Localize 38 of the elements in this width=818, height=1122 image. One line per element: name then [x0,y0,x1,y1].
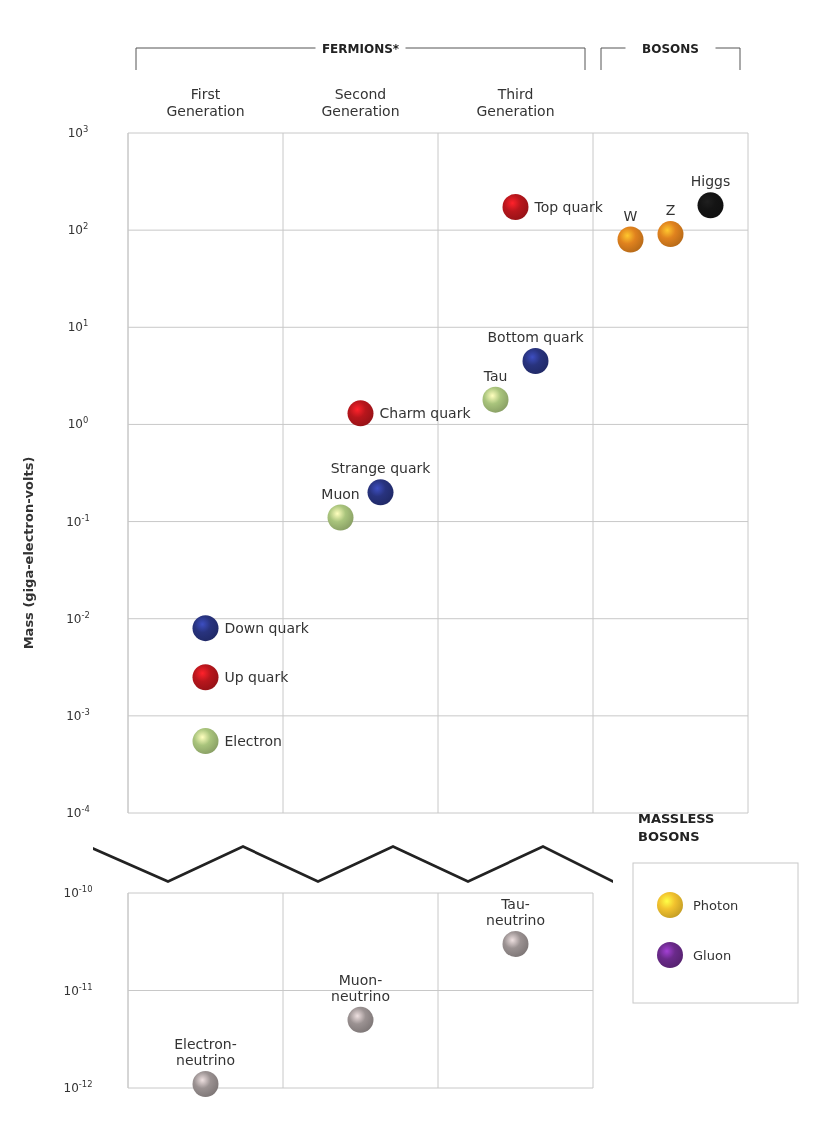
series-label: Bottom quark [487,328,585,345]
series-label: W [623,207,638,224]
point [347,1006,374,1033]
text: FERMIONS* [321,42,400,56]
x-tick-label: Third Generation [476,86,555,119]
y-tick-label: 10$^{-1}$ [66,512,90,529]
y-tick-label: 10$^{-4}$ [66,804,90,820]
point [502,930,529,957]
series-label: Top quark [533,199,604,216]
series-label: Muon [321,485,360,502]
text: BOSONS [642,42,699,56]
series-label: Muon-neutrino [331,971,390,1004]
series-label: Electron [224,733,282,750]
series-label: Tau-neutrino [486,895,545,928]
y-axis-title: Mass (giga-electron-volts) [21,456,36,650]
y-tick-label: 10$^{-11}$ [63,981,93,998]
point [192,1070,219,1097]
series-label: Z [665,202,676,219]
series-label: Charm quark [379,405,472,422]
legend-label: Gluon [693,948,732,963]
series-label: Up quark [224,669,290,686]
x-tick-label: Second Generation [321,86,400,119]
y-tick-label: 10$^{2}$ [67,221,89,238]
y-tick-label: 10$^{-12}$ [63,1079,93,1095]
y-tick-label: 10$^{0}$ [67,415,89,432]
y-tick-label: 10$^{-10}$ [63,884,93,900]
series-label: Higgs [690,173,731,190]
series-label: Electron-neutrino [174,1035,237,1068]
y-tick-label: 10$^{-2}$ [66,609,90,626]
legend-label: Photon [693,898,739,913]
y-tick-label: 10$^{-3}$ [66,706,90,723]
y-tick-label: 10$^{3}$ [67,124,89,140]
series-label: Strange quark [330,460,432,477]
y-tick-label: 10$^{1}$ [67,318,89,335]
x-tick-label: First Generation [166,86,245,119]
legend-title: MASSLESS BOSONS [638,811,715,844]
series-label: Tau [482,367,508,384]
series-label: Down quark [224,620,310,637]
